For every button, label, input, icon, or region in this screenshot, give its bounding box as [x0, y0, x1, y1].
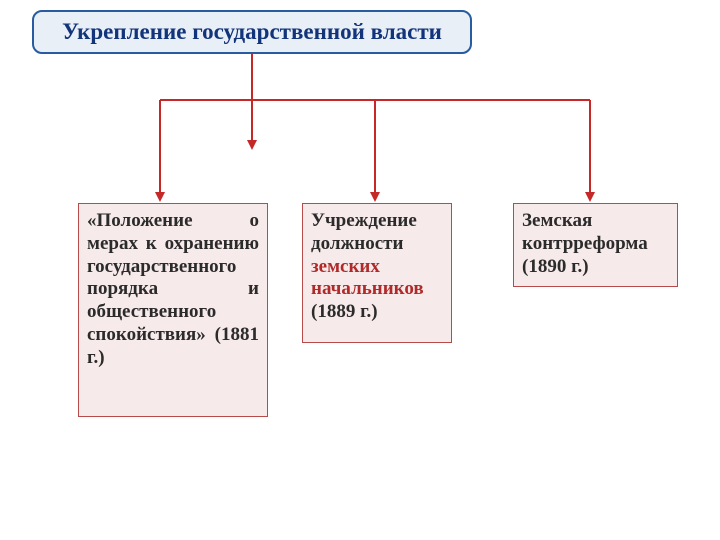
box-text-segment: земских начальников [311, 256, 424, 300]
box-text-segment: «Положение о мерах к охранению государст… [87, 210, 259, 368]
content-box-3: Земская контрреформа (1890 г.) [513, 203, 678, 287]
diagram-title-text: Укрепление государственной власти [62, 19, 442, 45]
box-text-segment: Учреждение должности [311, 210, 417, 254]
content-box-1: «Положение о мерах к охранению государст… [78, 203, 268, 417]
content-box-2: Учреждение должности земских начальников… [302, 203, 452, 343]
box-text-segment: (1889 г.) [311, 301, 378, 322]
box-text-segment: Земская контрреформа (1890 г.) [522, 210, 648, 277]
diagram-title: Укрепление государственной власти [32, 10, 472, 54]
